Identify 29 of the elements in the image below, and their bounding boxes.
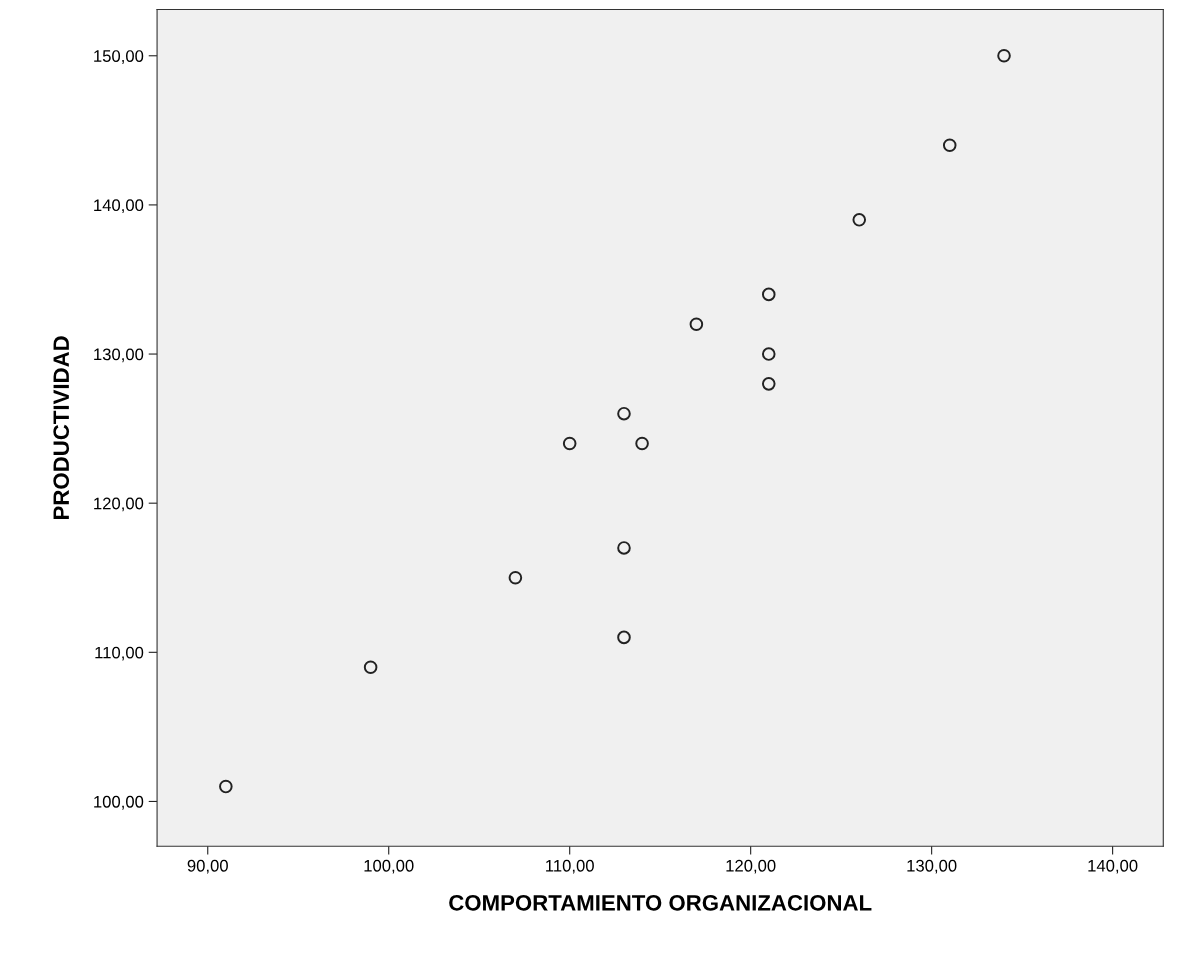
point xyxy=(942,138,957,153)
point xyxy=(562,436,577,451)
point xyxy=(219,779,233,794)
x-tick-label: 130,00 xyxy=(907,859,957,874)
x-tick-label: 100,00 xyxy=(364,859,414,874)
y-tick-label: 110,00 xyxy=(95,646,144,661)
point xyxy=(761,347,776,361)
point xyxy=(635,436,649,451)
point xyxy=(997,48,1011,63)
point xyxy=(508,570,523,585)
x-tick-label: 120,00 xyxy=(726,859,776,874)
x-tick-label: 110,00 xyxy=(546,859,594,874)
point xyxy=(852,213,867,227)
y-tick-label: 130,00 xyxy=(94,348,144,363)
point xyxy=(689,317,704,331)
y-axis-title: PRODUCTIVIDAD xyxy=(53,336,70,519)
point xyxy=(617,406,631,421)
y-tick-label: 120,00 xyxy=(94,497,144,512)
y-tick-label: 150,00 xyxy=(94,50,144,64)
point xyxy=(363,660,378,675)
y-tick-label: 100,00 xyxy=(94,795,144,810)
point xyxy=(761,287,776,302)
point xyxy=(617,630,631,645)
y-tick-label: 140,00 xyxy=(94,199,144,214)
point xyxy=(761,377,776,391)
x-tick-label: 140,00 xyxy=(1088,859,1138,874)
point xyxy=(617,541,631,555)
x-axis-title: COMPORTAMIENTO ORGANIZACIONAL xyxy=(449,894,872,911)
x-tick-label: 90,00 xyxy=(187,859,228,874)
